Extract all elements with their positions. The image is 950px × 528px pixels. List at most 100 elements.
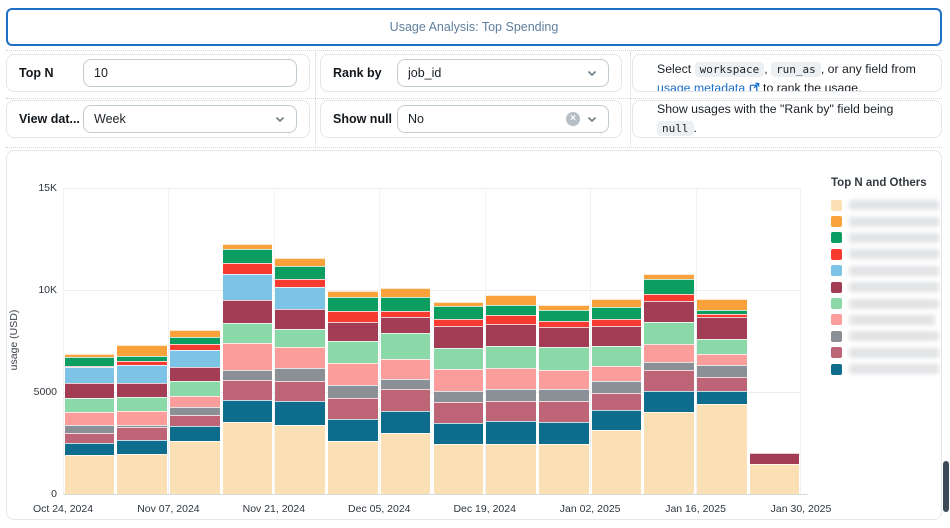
bar-segment-cream[interactable] [486, 444, 536, 494]
stacked-bar-week-0[interactable] [64, 353, 115, 494]
stacked-bar-week-13[interactable] [749, 453, 800, 494]
bar-segment-maroon[interactable] [275, 308, 326, 330]
bar-segment-dark-teal[interactable] [380, 410, 431, 434]
bar-segment-light-green[interactable] [538, 347, 589, 370]
bar-segment-rose[interactable] [222, 379, 273, 400]
legend-item-gray[interactable] [831, 328, 939, 344]
bar-segment-gray[interactable] [64, 425, 115, 433]
bar-segment-green[interactable] [64, 357, 115, 366]
bar-segment-maroon[interactable] [486, 324, 536, 346]
bar-segment-green[interactable] [222, 248, 273, 264]
bar-segment-orange[interactable] [275, 258, 326, 267]
bar-segment-cream[interactable] [591, 429, 642, 494]
bar-segment-rose[interactable] [117, 426, 167, 440]
bar-segment-gray[interactable] [644, 362, 695, 371]
bar-segment-dark-teal[interactable] [697, 391, 747, 404]
bar-segment-cream[interactable] [380, 433, 431, 494]
bar-segment-rose[interactable] [328, 398, 378, 419]
bar-segment-light-blue[interactable] [64, 366, 115, 383]
bar-segment-maroon[interactable] [169, 367, 220, 382]
bar-segment-salmon[interactable] [486, 368, 536, 389]
bar-segment-red[interactable] [328, 310, 378, 323]
bar-segment-green[interactable] [275, 266, 326, 280]
bar-segment-light-blue[interactable] [275, 287, 326, 309]
bar-segment-cream[interactable] [433, 444, 484, 494]
bar-segment-light-green[interactable] [644, 322, 695, 344]
bar-segment-red[interactable] [275, 279, 326, 288]
bar-segment-green[interactable] [697, 310, 747, 314]
bar-segment-cream[interactable] [64, 455, 115, 494]
legend-item-dark-teal[interactable] [831, 361, 939, 377]
stacked-bar-week-6[interactable] [380, 288, 431, 494]
bar-segment-gray[interactable] [380, 378, 431, 389]
bar-segment-light-blue[interactable] [169, 349, 220, 368]
stacked-bar-week-4[interactable] [275, 258, 326, 494]
bar-segment-red[interactable] [486, 314, 536, 325]
bar-segment-gray[interactable] [591, 381, 642, 394]
bar-segment-red[interactable] [697, 313, 747, 317]
bar-segment-maroon[interactable] [380, 317, 431, 333]
bar-segment-gray[interactable] [486, 388, 536, 401]
bar-segment-gray[interactable] [222, 369, 273, 380]
bar-segment-orange[interactable] [169, 330, 220, 338]
bar-segment-salmon[interactable] [222, 343, 273, 370]
bar-segment-dark-teal[interactable] [644, 391, 695, 413]
bar-segment-gray[interactable] [538, 388, 589, 402]
rank-by-select[interactable]: job_id [397, 59, 609, 87]
legend-item-maroon[interactable] [831, 279, 939, 295]
bar-segment-light-blue[interactable] [222, 274, 273, 301]
bar-segment-cream[interactable] [117, 453, 167, 494]
legend-item-cream[interactable] [831, 197, 939, 213]
stacked-bar-week-10[interactable] [591, 299, 642, 494]
bar-segment-light-green[interactable] [380, 332, 431, 359]
bar-segment-rose[interactable] [433, 402, 484, 424]
bar-segment-salmon[interactable] [169, 396, 220, 408]
bar-segment-dark-teal[interactable] [169, 426, 220, 442]
stacked-bar-week-11[interactable] [644, 273, 695, 494]
bar-segment-orange[interactable] [64, 353, 115, 357]
bar-segment-dark-teal[interactable] [222, 399, 273, 422]
bar-segment-cream[interactable] [275, 425, 326, 494]
bar-segment-salmon[interactable] [117, 411, 167, 426]
legend-item-light-green[interactable] [831, 295, 939, 311]
usage-metadata-link[interactable]: usage metadata [657, 81, 746, 92]
bar-segment-dark-teal[interactable] [275, 401, 326, 426]
bar-segment-orange[interactable] [117, 345, 167, 357]
bar-segment-salmon[interactable] [697, 353, 747, 365]
bar-segment-rose[interactable] [64, 432, 115, 444]
bar-segment-green[interactable] [591, 307, 642, 320]
top-n-input[interactable]: 10 [83, 59, 297, 87]
bar-segment-orange[interactable] [697, 298, 747, 311]
bar-segment-dark-teal[interactable] [328, 418, 378, 442]
bar-segment-rose[interactable] [697, 377, 747, 392]
bar-segment-rose[interactable] [275, 381, 326, 402]
bar-segment-gray[interactable] [697, 364, 747, 378]
bar-segment-light-blue[interactable] [117, 365, 167, 383]
bar-segment-maroon[interactable] [117, 382, 167, 397]
bar-segment-light-green[interactable] [433, 347, 484, 369]
bar-segment-green[interactable] [644, 278, 695, 294]
stacked-bar-week-2[interactable] [169, 330, 220, 494]
bar-segment-gray[interactable] [169, 407, 220, 415]
stacked-bar-week-1[interactable] [117, 345, 167, 494]
stacked-bar-week-12[interactable] [697, 298, 747, 494]
bar-segment-orange[interactable] [591, 299, 642, 307]
bar-segment-red[interactable] [169, 343, 220, 350]
bar-segment-light-green[interactable] [486, 345, 536, 369]
legend-item-green[interactable] [831, 230, 939, 246]
bar-segment-dark-teal[interactable] [538, 422, 589, 445]
bar-segment-maroon[interactable] [644, 301, 695, 323]
bar-segment-gray[interactable] [117, 425, 167, 427]
bar-segment-salmon[interactable] [275, 347, 326, 368]
bar-segment-salmon[interactable] [380, 358, 431, 379]
bar-segment-light-green[interactable] [275, 329, 326, 348]
bar-segment-orange[interactable] [222, 244, 273, 249]
bar-segment-red[interactable] [538, 320, 589, 328]
bar-segment-gray[interactable] [328, 384, 378, 399]
stacked-bar-week-8[interactable] [486, 295, 536, 494]
bar-segment-orange[interactable] [433, 301, 484, 307]
legend-item-rose[interactable] [831, 345, 939, 361]
bar-segment-dark-teal[interactable] [64, 443, 115, 456]
bar-segment-cream[interactable] [328, 441, 378, 494]
bar-segment-maroon[interactable] [222, 300, 273, 324]
